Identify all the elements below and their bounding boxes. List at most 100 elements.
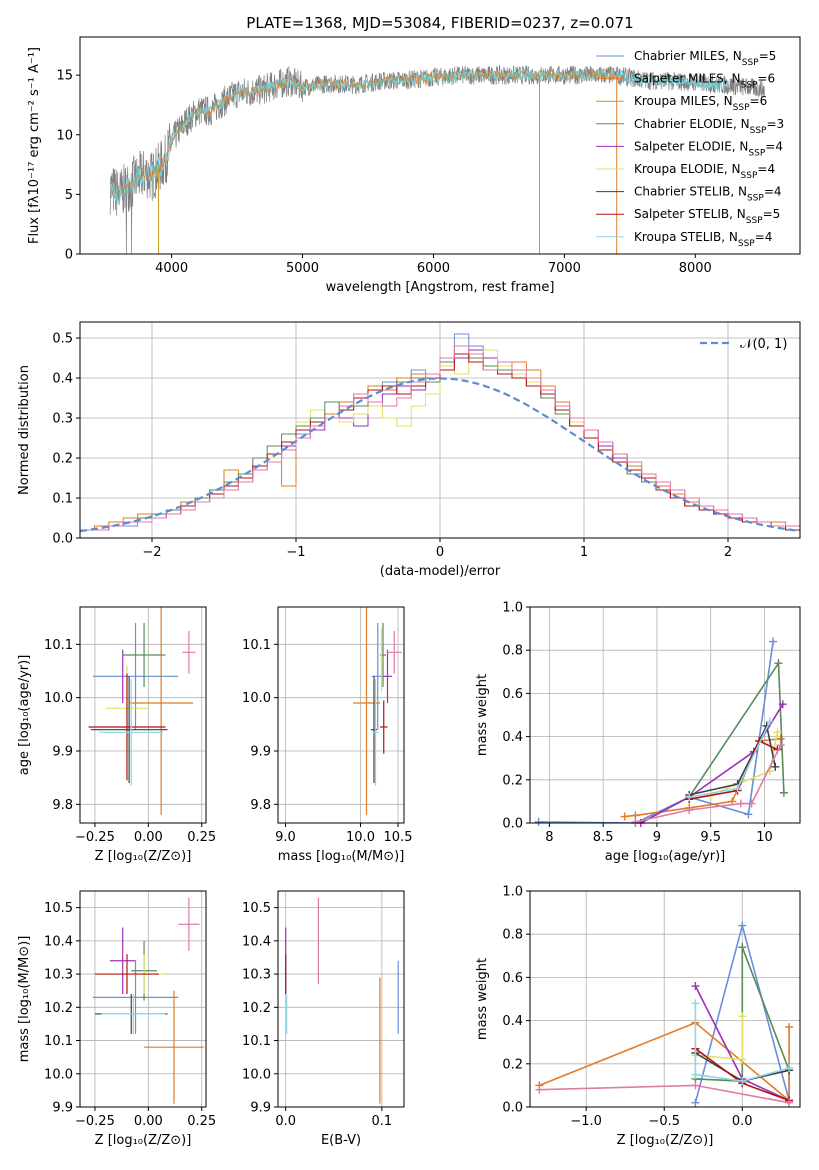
- weight-Z-xlabel: Z [log₁₀(Z/Z⊙)]: [617, 1133, 714, 1148]
- legend-sub: SSP: [738, 239, 755, 249]
- y-tick-label: 0: [65, 248, 73, 263]
- y-tick-label: 0.4: [52, 372, 73, 387]
- spectrum-ylabel: Flux [fλ10⁻¹⁷ erg cm⁻² s⁻¹ A⁻¹]: [27, 47, 42, 244]
- mass-ebv-xlabel: E(B-V): [321, 1133, 361, 1148]
- legend-sub: SSP: [750, 126, 767, 136]
- y-tick-label: 9.8: [250, 798, 271, 813]
- weight-marker: [747, 799, 756, 808]
- y-tick-label: 0.0: [502, 1101, 523, 1116]
- weight-marker: [691, 999, 700, 1008]
- weight-marker: [738, 1012, 747, 1021]
- y-tick-label: 0.8: [502, 928, 523, 943]
- legend-label: Salpeter MILES, N: [634, 72, 741, 86]
- mass-ebv-frame: [277, 890, 405, 1108]
- x-tick-label: 0.25: [187, 830, 216, 845]
- y-tick-label: 1.0: [502, 885, 523, 900]
- y-tick-label: 10.5: [242, 901, 271, 916]
- weight-age-frame: [529, 606, 801, 824]
- spectrum-frame: [79, 36, 801, 255]
- weight-marker: [773, 728, 782, 737]
- weight-marker: [769, 637, 778, 646]
- legend-tail: =4: [765, 139, 783, 153]
- weight-line: [640, 703, 784, 823]
- weight-marker: [738, 921, 747, 930]
- y-tick-label: 0.6: [502, 687, 523, 702]
- legend-entry: Chabrier STELIB, NSSP=4: [634, 185, 782, 204]
- gaussian-curve: [80, 377, 800, 533]
- x-tick-label: 9.5: [700, 830, 721, 845]
- legend-sub: SSP: [748, 148, 765, 158]
- x-tick-label: 8000: [679, 261, 712, 276]
- legend-entry: Kroupa STELIB, NSSP=4: [634, 230, 772, 249]
- legend-entry: Salpeter MILES, NSSP=6: [634, 72, 775, 91]
- weight-line: [694, 1003, 790, 1082]
- x-tick-label: 0.0: [275, 1114, 296, 1129]
- age-mass-xlabel: mass [log₁₀(M/M⊙)]: [278, 849, 405, 864]
- legend-gaussian-label: 𝒩(0, 1): [740, 337, 787, 352]
- x-tick-label: 0.00: [134, 1114, 163, 1129]
- legend-tail: =6: [750, 94, 768, 108]
- weight-marker: [771, 762, 780, 771]
- legend-entry: Kroupa ELODIE, NSSP=4: [634, 162, 775, 181]
- legend-sub: SSP: [741, 81, 758, 91]
- age-mass-frame: [277, 606, 405, 824]
- legend-sub: SSP: [747, 194, 764, 204]
- legend-label: Kroupa STELIB, N: [634, 230, 738, 244]
- x-tick-label: 10: [756, 830, 773, 845]
- weight-marker: [691, 982, 700, 991]
- legend-label: Chabrier STELIB, N: [634, 185, 747, 199]
- x-tick-label: 5000: [286, 261, 319, 276]
- weight-marker: [733, 784, 742, 793]
- weight-marker: [535, 1085, 544, 1094]
- x-tick-label: −0.25: [75, 830, 115, 845]
- x-tick-label: 6000: [417, 261, 450, 276]
- weight-marker: [778, 700, 787, 709]
- weight-marker: [631, 817, 640, 826]
- legend-tail: =4: [755, 230, 773, 244]
- x-tick-label: 9: [653, 830, 661, 845]
- legend-label: Salpeter ELODIE, N: [634, 139, 748, 153]
- x-tick-label: −1: [286, 545, 305, 560]
- weight-marker: [738, 943, 747, 952]
- y-tick-label: 0.2: [52, 452, 73, 467]
- legend-tail: =6: [757, 72, 775, 86]
- age-Z-frame: [79, 606, 207, 824]
- y-tick-label: 10.5: [44, 901, 73, 916]
- x-tick-label: 8: [545, 830, 553, 845]
- legend-label: Kroupa ELODIE, N: [634, 162, 741, 176]
- y-tick-label: 0.0: [502, 817, 523, 832]
- legend-entry: Salpeter STELIB, NSSP=5: [634, 207, 780, 226]
- y-tick-label: 9.9: [250, 1101, 271, 1116]
- y-tick-label: 10.2: [44, 1001, 73, 1016]
- weight-marker: [785, 1023, 794, 1032]
- y-tick-label: 10.4: [242, 934, 271, 949]
- legend-entry: Chabrier ELODIE, NSSP=3: [634, 117, 784, 136]
- x-tick-label: 0.25: [187, 1114, 216, 1129]
- y-tick-label: 10.1: [242, 638, 271, 653]
- legend-entry: Chabrier MILES, NSSP=5: [634, 49, 776, 68]
- legend-tail: =5: [763, 207, 781, 221]
- x-tick-label: 8.5: [593, 830, 614, 845]
- y-tick-label: 10.3: [44, 968, 73, 983]
- spectrum-axes: [76, 74, 696, 258]
- y-tick-label: 10.0: [242, 691, 271, 706]
- x-tick-label: 1: [580, 545, 588, 560]
- legend-tail: =4: [764, 185, 782, 199]
- y-tick-label: 10: [56, 128, 73, 143]
- x-tick-label: 7000: [548, 261, 581, 276]
- weight-marker: [691, 1070, 700, 1079]
- residuals-frame: [79, 321, 801, 539]
- mass-Z-ylabel: mass [log₁₀(M/M⊙)]: [17, 936, 32, 1063]
- model-spectrum-salpeter: [112, 69, 617, 195]
- weight-Z-frame: [529, 890, 801, 1108]
- weight-marker: [776, 741, 785, 750]
- y-tick-label: 0.1: [52, 492, 73, 507]
- legend-tail: =3: [766, 117, 784, 131]
- y-tick-label: 0.4: [502, 1014, 523, 1029]
- y-tick-label: 0.4: [502, 730, 523, 745]
- y-tick-label: 5: [65, 188, 73, 203]
- legend-label: Salpeter STELIB, N: [634, 207, 746, 221]
- y-tick-label: 10.2: [242, 1001, 271, 1016]
